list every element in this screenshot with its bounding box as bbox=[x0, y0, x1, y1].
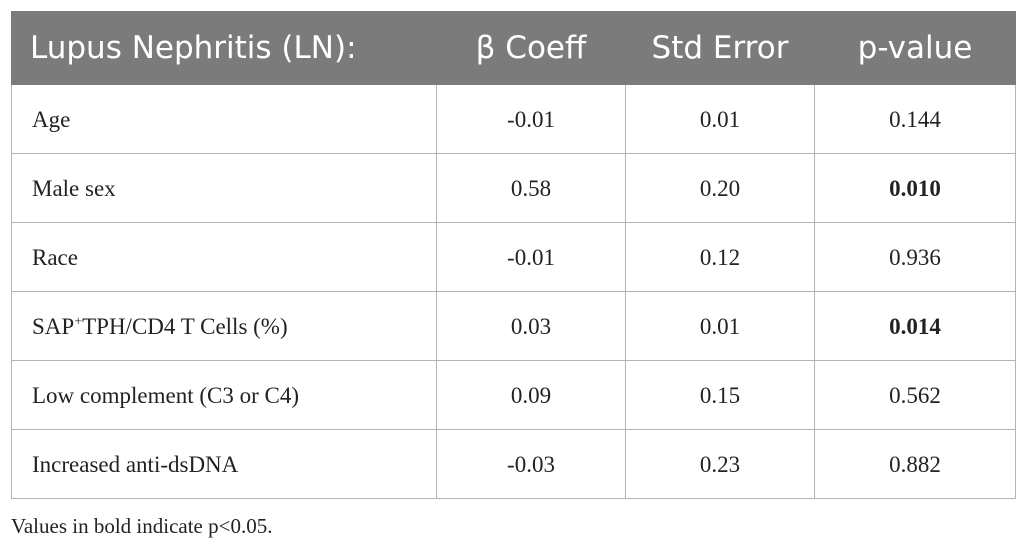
std-error-cell: 0.12 bbox=[625, 222, 815, 292]
p-value-cell: 0.562 bbox=[814, 360, 1016, 430]
row-label-suffix: TPH/CD4 T Cells (%) bbox=[82, 313, 288, 339]
header-std-error: Std Error bbox=[625, 11, 815, 85]
row-label: SAP+TPH/CD4 T Cells (%) bbox=[11, 291, 437, 361]
table-row: SAP+TPH/CD4 T Cells (%) 0.03 0.01 0.014 bbox=[11, 291, 1016, 361]
regression-table: Lupus Nephritis (LN): β Coeff Std Error … bbox=[11, 11, 1016, 499]
row-label: Low complement (C3 or C4) bbox=[11, 360, 437, 430]
p-value-cell: 0.936 bbox=[814, 222, 1016, 292]
row-label-prefix: SAP bbox=[32, 313, 75, 339]
p-value-cell: 0.010 bbox=[814, 153, 1016, 223]
std-error-cell: 0.01 bbox=[625, 84, 815, 154]
beta-coeff-cell: 0.03 bbox=[436, 291, 626, 361]
beta-coeff-cell: -0.03 bbox=[436, 429, 626, 499]
table-row: Male sex 0.58 0.20 0.010 bbox=[11, 153, 1016, 223]
row-label-superscript: + bbox=[74, 313, 83, 329]
p-value-cell: 0.014 bbox=[814, 291, 1016, 361]
p-value-cell: 0.882 bbox=[814, 429, 1016, 499]
std-error-cell: 0.15 bbox=[625, 360, 815, 430]
row-label: Male sex bbox=[11, 153, 437, 223]
row-label: Increased anti-dsDNA bbox=[11, 429, 437, 499]
table-row: Low complement (C3 or C4) 0.09 0.15 0.56… bbox=[11, 360, 1016, 430]
header-row: Lupus Nephritis (LN): β Coeff Std Error … bbox=[11, 11, 1016, 85]
std-error-cell: 0.20 bbox=[625, 153, 815, 223]
std-error-cell: 0.01 bbox=[625, 291, 815, 361]
table-footnote: Values in bold indicate p<0.05. bbox=[11, 514, 273, 538]
beta-coeff-cell: -0.01 bbox=[436, 84, 626, 154]
row-label: Age bbox=[11, 84, 437, 154]
table-row: Race -0.01 0.12 0.936 bbox=[11, 222, 1016, 292]
table-row: Increased anti-dsDNA -0.03 0.23 0.882 bbox=[11, 429, 1016, 499]
header-variable: Lupus Nephritis (LN): bbox=[11, 11, 437, 85]
table-row: Age -0.01 0.01 0.144 bbox=[11, 84, 1016, 154]
beta-coeff-cell: 0.58 bbox=[436, 153, 626, 223]
row-label: Race bbox=[11, 222, 437, 292]
header-beta-coeff: β Coeff bbox=[436, 11, 626, 85]
header-p-value: p-value bbox=[814, 11, 1016, 85]
p-value-cell: 0.144 bbox=[814, 84, 1016, 154]
std-error-cell: 0.23 bbox=[625, 429, 815, 499]
beta-coeff-cell: 0.09 bbox=[436, 360, 626, 430]
beta-coeff-cell: -0.01 bbox=[436, 222, 626, 292]
